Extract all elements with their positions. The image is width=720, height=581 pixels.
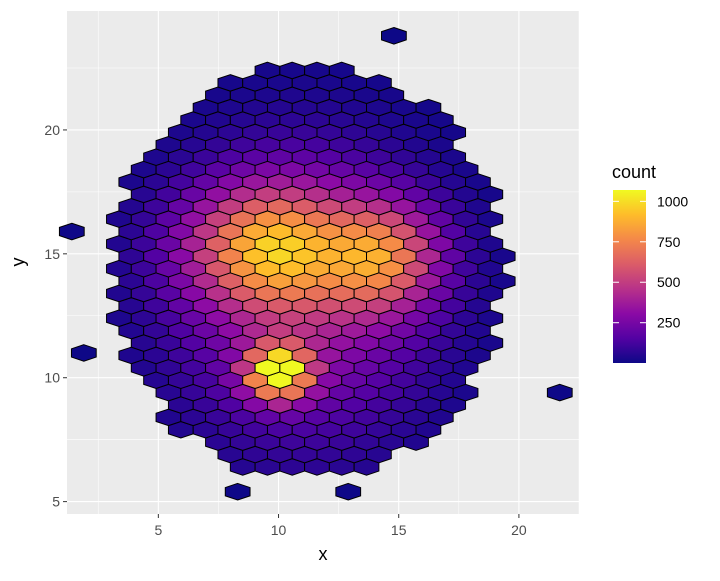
hex-bin: [254, 61, 281, 80]
y-tick-label: 5: [52, 494, 60, 510]
y-tick-label: 10: [44, 370, 60, 386]
hex-bin: [279, 61, 306, 80]
y-tick-label: 20: [44, 122, 60, 138]
legend-label: 750: [657, 234, 681, 250]
hex-bin: [415, 98, 442, 117]
hex-bin-outlier: [381, 26, 407, 45]
y-axis-ticks: 5 10 15 20: [44, 122, 67, 510]
hex-bin-outlier: [224, 482, 251, 501]
x-axis-ticks: 5 10 15 20: [154, 514, 527, 538]
x-tick-label: 5: [154, 522, 162, 538]
hex-bins: [58, 26, 573, 501]
legend-label: 500: [657, 274, 681, 290]
hex-bin: [304, 61, 330, 80]
y-tick-label: 15: [44, 246, 60, 262]
x-tick-label: 20: [511, 522, 527, 538]
legend: count 250 500 750 1000: [612, 162, 688, 363]
legend-label: 250: [657, 315, 681, 331]
hex-bin: [217, 74, 244, 92]
x-axis-title: x: [319, 544, 328, 564]
legend-label: 1000: [657, 193, 688, 209]
hex-bin: [366, 74, 392, 92]
legend-ticks: 250 500 750 1000: [613, 193, 688, 331]
x-tick-label: 10: [271, 522, 287, 538]
hex-bin: [328, 61, 355, 80]
hex-bin-outlier: [335, 482, 362, 501]
hex-bin-outlier: [546, 383, 573, 402]
legend-title: count: [612, 162, 656, 182]
legend-colorbar: [613, 190, 646, 363]
y-axis-title: y: [8, 258, 28, 267]
hex-bin-outlier: [70, 344, 97, 362]
hex-bin-outlier: [58, 222, 85, 241]
x-tick-label: 15: [391, 522, 407, 538]
